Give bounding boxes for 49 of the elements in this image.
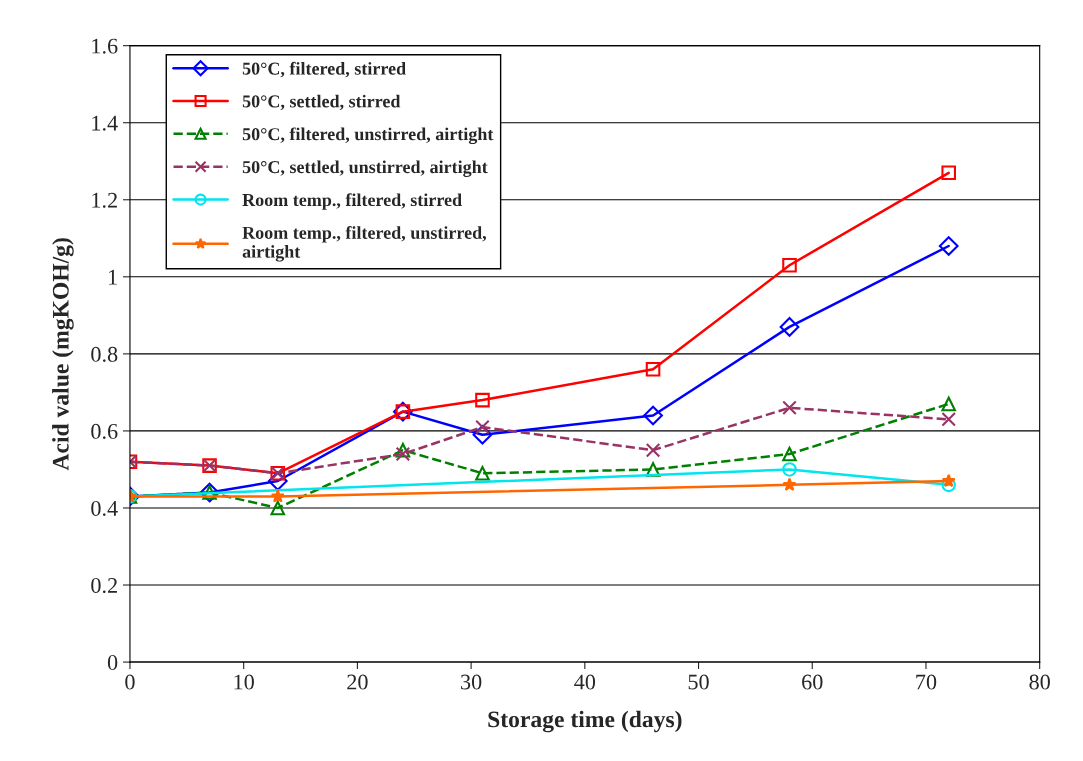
x-axis-title: Storage time (days) <box>488 710 682 733</box>
point <box>270 489 285 503</box>
point <box>267 471 288 491</box>
x-tick-label: 40 <box>574 674 596 690</box>
point <box>645 361 661 377</box>
legend-label: Room temp., filtered, unstirred, airtight <box>242 226 486 262</box>
point <box>782 446 797 462</box>
point <box>938 236 959 256</box>
y-tick-label: 1.6 <box>92 38 118 54</box>
y-tick-label: 0 <box>107 655 118 670</box>
x-tick-label: 80 <box>1029 674 1050 690</box>
point <box>941 165 956 181</box>
point <box>941 396 956 412</box>
x-tick-label: 60 <box>802 674 823 690</box>
y-tick-label: 0.4 <box>91 500 118 516</box>
point <box>782 400 797 416</box>
x-tick-label: 30 <box>461 674 482 690</box>
legend-label: 50°C, settled, stirred <box>242 94 401 111</box>
point <box>475 466 490 481</box>
point <box>475 392 490 408</box>
x-tick-label: 70 <box>916 674 937 690</box>
point <box>270 500 286 516</box>
point <box>645 442 661 458</box>
point <box>782 477 797 491</box>
x-tick-label: 50 <box>688 674 709 690</box>
y-tick-label: 1 <box>109 269 117 285</box>
y-tick-label: 1.2 <box>92 192 117 208</box>
point <box>779 317 800 337</box>
legend-label: 50°C, filtered, stirred <box>242 61 406 78</box>
y-tick-label: 1.4 <box>92 115 118 131</box>
point <box>782 257 797 273</box>
point <box>782 462 797 477</box>
x-tick-label: 10 <box>234 674 254 690</box>
point <box>472 424 493 445</box>
point <box>395 442 411 458</box>
legend-label: 50°C, filtered, unstirred, airtight <box>242 127 494 145</box>
y-tick-label: 0.6 <box>91 423 118 439</box>
legend-label: Room temp., filtered, stirred <box>242 193 462 210</box>
y-axis-title: Acid value (mgKOH/g) <box>52 238 74 471</box>
x-tick-label: 20 <box>347 674 368 690</box>
y-tick-label: 0.8 <box>91 346 118 362</box>
legend-label: 50°C, settled, unstirred, airtight <box>242 160 488 177</box>
point <box>643 405 663 426</box>
point <box>395 446 411 462</box>
point <box>941 412 956 427</box>
point <box>941 473 956 488</box>
point <box>645 462 661 477</box>
y-tick-label: 0.2 <box>91 577 117 594</box>
x-tick-label: 0 <box>125 674 135 690</box>
